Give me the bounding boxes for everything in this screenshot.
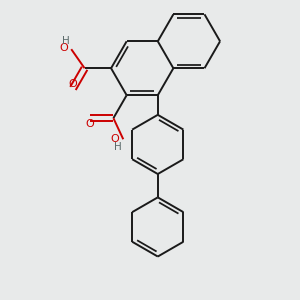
Text: O: O [110,134,119,144]
Text: O: O [59,44,68,53]
Text: H: H [62,36,70,46]
Text: O: O [69,79,77,89]
Text: O: O [85,118,94,129]
Text: H: H [114,142,122,152]
